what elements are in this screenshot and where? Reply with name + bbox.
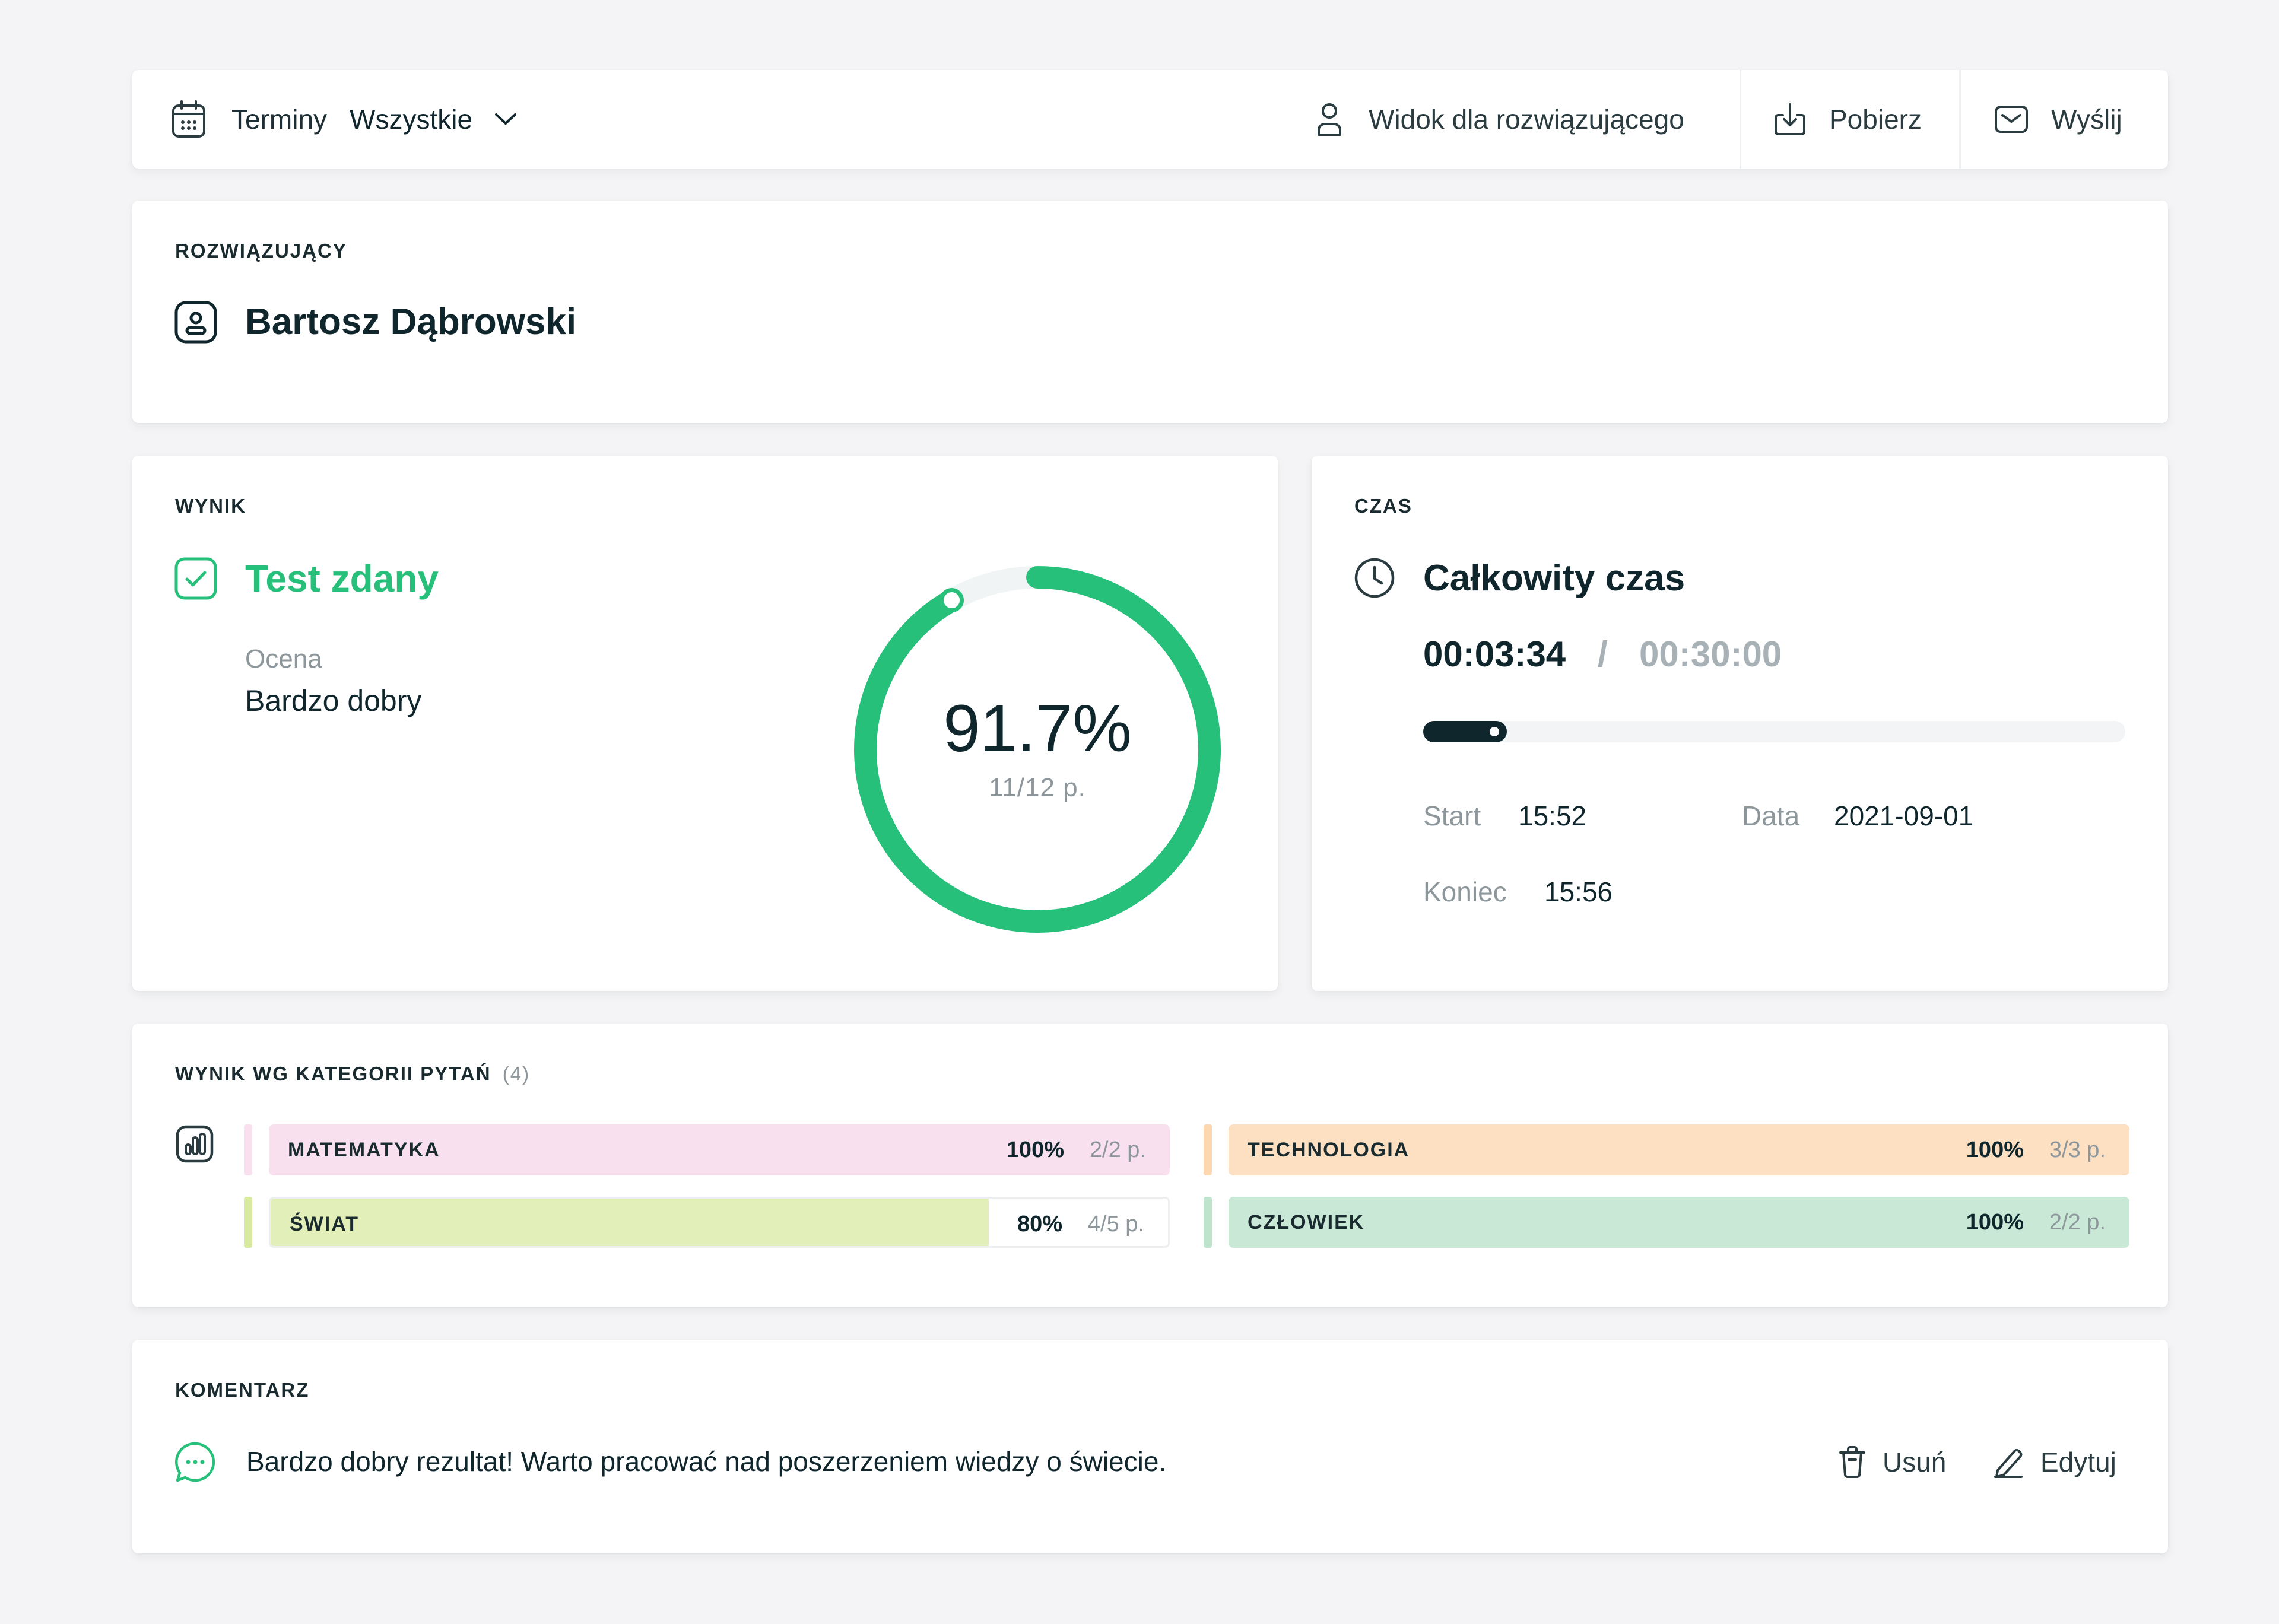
- pencil-icon: [1993, 1445, 2024, 1479]
- view-for-solver-button[interactable]: Widok dla rozwiązującego: [1316, 70, 1684, 169]
- score-card: WYNIK Test zdany Ocena Bardzo dobry 91.7…: [132, 456, 1278, 991]
- category-name: TECHNOLOGIA: [1248, 1139, 1410, 1161]
- category-percent: 100%: [1966, 1210, 2024, 1235]
- category-row: ŚWIAT 80% 4/5 p.: [244, 1197, 1170, 1248]
- score-points: 11/12 p.: [989, 773, 1086, 802]
- categories-title: WYNIK WG KATEGORII PYTAŃ: [175, 1063, 491, 1085]
- category-bar-fill: [1229, 1124, 2129, 1175]
- category-accent: [244, 1197, 252, 1248]
- view-for-solver-label: Widok dla rozwiązującego: [1369, 104, 1684, 135]
- category-points: 2/2 p.: [1089, 1137, 1146, 1162]
- category-bar: ŚWIAT 80% 4/5 p.: [269, 1197, 1170, 1248]
- grade-label: Ocena: [245, 644, 322, 673]
- time-separator: /: [1598, 634, 1608, 674]
- id-badge-icon: [174, 300, 218, 344]
- category-accent: [244, 1124, 252, 1175]
- score-donut-arc: [854, 566, 1221, 933]
- category-bar-fill: [1229, 1197, 2129, 1248]
- grade-value: Bardzo dobry: [245, 684, 422, 717]
- download-button[interactable]: Pobierz: [1773, 70, 1922, 169]
- category-name: ŚWIAT: [290, 1213, 360, 1235]
- time-progress-knob: [1486, 724, 1502, 739]
- category-points: 2/2 p.: [2049, 1210, 2106, 1235]
- category-bar-fill: [271, 1199, 989, 1246]
- test-status: Test zdany: [245, 557, 439, 600]
- chat-bubble-icon: [174, 1441, 217, 1483]
- terms-filter[interactable]: Terminy Wszystkie: [171, 70, 518, 169]
- score-section-label: WYNIK: [175, 495, 246, 517]
- download-label: Pobierz: [1829, 104, 1922, 135]
- time-card: CZAS Całkowity czas 00:03:34 / 00:30:00 …: [1312, 456, 2168, 991]
- send-label: Wyślij: [2051, 104, 2122, 135]
- category-percent: 80%: [1017, 1212, 1062, 1237]
- toolbar-divider: [1740, 70, 1741, 169]
- comment-section-label: KOMENTARZ: [175, 1379, 310, 1401]
- category-points: 4/5 p.: [1087, 1212, 1144, 1237]
- download-icon: [1773, 102, 1807, 136]
- toolbar-divider: [1959, 70, 1961, 169]
- time-limit: 00:30:00: [1639, 634, 1782, 674]
- edit-label: Edytuj: [2040, 1447, 2116, 1477]
- total-time-title: Całkowity czas: [1423, 558, 1686, 599]
- category-accent: [1204, 1124, 1212, 1175]
- solver-name: Bartosz Dąbrowski: [245, 301, 577, 342]
- category-row: CZŁOWIEK 100% 2/2 p.: [1204, 1197, 2129, 1248]
- comment-text: Bardzo dobry rezultat! Warto pracować na…: [246, 1446, 1167, 1477]
- trash-icon: [1839, 1445, 1866, 1479]
- category-points: 3/3 p.: [2049, 1137, 2106, 1162]
- edit-comment-button[interactable]: Edytuj: [1993, 1441, 2116, 1483]
- score-donut: 91.7% 11/12 p.: [853, 565, 1221, 933]
- elapsed-time: 00:03:34: [1423, 634, 1566, 674]
- calendar-icon: [171, 100, 207, 139]
- user-icon: [1316, 101, 1342, 137]
- toolbar: Terminy Wszystkie Widok dla rozwiązujące…: [132, 70, 2168, 169]
- category-bar: MATEMATYKA 100% 2/2 p.: [269, 1124, 1170, 1175]
- categories-section-label: WYNIK WG KATEGORII PYTAŃ (4): [175, 1063, 530, 1085]
- categories-card: WYNIK WG KATEGORII PYTAŃ (4) MATEMATYKA …: [132, 1024, 2168, 1307]
- category-percent: 100%: [1966, 1137, 2024, 1162]
- start-value: 15:52: [1518, 800, 1587, 831]
- solver-section-label: ROZWIĄZUJĄCY: [175, 240, 347, 262]
- delete-comment-button[interactable]: Usuń: [1839, 1441, 1946, 1483]
- category-row: TECHNOLOGIA 100% 3/3 p.: [1204, 1124, 2129, 1175]
- time-section-label: CZAS: [1354, 495, 1413, 517]
- mail-icon: [1994, 105, 2029, 134]
- terms-value: Wszystkie: [350, 104, 473, 135]
- delete-label: Usuń: [1883, 1447, 1947, 1477]
- end-value: 15:56: [1544, 876, 1613, 907]
- check-square-icon: [174, 557, 218, 600]
- solver-card: ROZWIĄZUJĄCY Bartosz Dąbrowski: [132, 201, 2168, 423]
- clock-icon: [1353, 557, 1396, 599]
- comment-card: KOMENTARZ Bardzo dobry rezultat! Warto p…: [132, 1340, 2168, 1553]
- category-bar: TECHNOLOGIA 100% 3/3 p.: [1229, 1124, 2129, 1175]
- terms-label: Terminy: [231, 104, 328, 135]
- categories-count: (4): [502, 1063, 531, 1085]
- date-label: Data: [1742, 800, 1800, 831]
- category-name: CZŁOWIEK: [1248, 1211, 1365, 1234]
- category-accent: [1204, 1197, 1212, 1248]
- send-button[interactable]: Wyślij: [1994, 70, 2122, 169]
- category-bar: CZŁOWIEK 100% 2/2 p.: [1229, 1197, 2129, 1248]
- time-progress-track: [1423, 721, 2125, 742]
- category-row: MATEMATYKA 100% 2/2 p.: [244, 1124, 1170, 1175]
- score-donut-chart: [854, 566, 1221, 933]
- score-donut-knob: [939, 588, 964, 613]
- chevron-down-icon[interactable]: [494, 112, 518, 126]
- category-name: MATEMATYKA: [288, 1139, 440, 1161]
- start-label: Start: [1423, 800, 1481, 831]
- end-label: Koniec: [1423, 876, 1507, 907]
- score-percent: 91.7%: [943, 691, 1132, 765]
- category-percent: 100%: [1006, 1137, 1064, 1162]
- category-bar-fill: [269, 1124, 1170, 1175]
- bar-chart-icon: [175, 1124, 214, 1164]
- date-value: 2021-09-01: [1834, 800, 1974, 831]
